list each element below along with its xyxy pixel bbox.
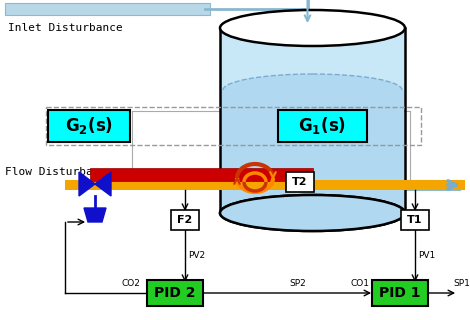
Ellipse shape [220, 195, 405, 231]
Text: Flow Disturbance: Flow Disturbance [5, 167, 113, 177]
Text: $\mathbf{G_2(s)}$: $\mathbf{G_2(s)}$ [65, 116, 113, 137]
Bar [221, 90, 404, 212]
Text: PID 1: PID 1 [379, 286, 421, 300]
FancyBboxPatch shape [286, 172, 314, 192]
Text: Inlet Disturbance: Inlet Disturbance [8, 23, 123, 33]
FancyBboxPatch shape [171, 210, 199, 230]
Bar [220, 28, 405, 213]
FancyBboxPatch shape [401, 210, 429, 230]
Text: PV1: PV1 [418, 251, 435, 260]
Bar [65, 180, 465, 190]
Text: F2: F2 [177, 215, 193, 225]
Polygon shape [84, 208, 106, 222]
FancyBboxPatch shape [48, 110, 130, 142]
Bar [90, 168, 313, 181]
Text: SP1: SP1 [454, 279, 470, 288]
Text: T1: T1 [407, 215, 423, 225]
FancyBboxPatch shape [278, 110, 367, 142]
FancyBboxPatch shape [147, 280, 203, 306]
Text: PID 2: PID 2 [154, 286, 196, 300]
Bar [405, 180, 460, 190]
Ellipse shape [223, 74, 402, 106]
Text: CO1: CO1 [351, 279, 369, 288]
Text: PV2: PV2 [188, 251, 205, 260]
Bar [5, 3, 210, 15]
Text: SP2: SP2 [289, 279, 306, 288]
Ellipse shape [220, 195, 405, 231]
Ellipse shape [220, 10, 405, 46]
Text: T2: T2 [292, 177, 308, 187]
FancyBboxPatch shape [372, 280, 428, 306]
Text: $\mathbf{G_1(s)}$: $\mathbf{G_1(s)}$ [298, 116, 346, 137]
Polygon shape [79, 172, 95, 196]
Polygon shape [95, 172, 111, 196]
Text: CO2: CO2 [122, 279, 141, 288]
